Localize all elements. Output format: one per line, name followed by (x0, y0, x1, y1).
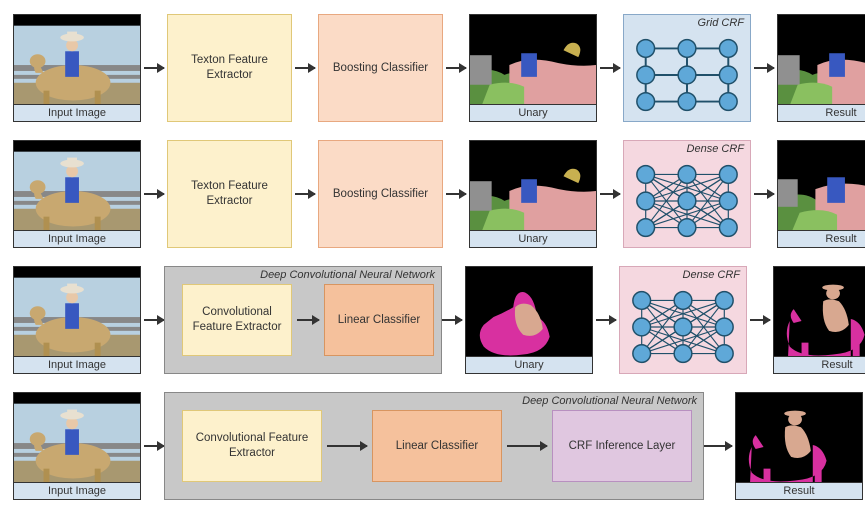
dcnn-wrapper: Deep Convolutional Neural Network Convol… (164, 266, 442, 374)
result-image: Result (735, 392, 863, 500)
result-image: Result (777, 140, 865, 248)
input-image: Input Image (13, 14, 141, 122)
arrow-icon (297, 319, 319, 321)
boosting-block: Boosting Classifier (318, 14, 443, 122)
result-caption: Result (774, 356, 865, 373)
crf-label: Dense CRF (687, 143, 744, 155)
arrow-icon (507, 445, 547, 447)
result-image: Result (773, 266, 865, 374)
arrow-icon (144, 445, 164, 447)
input-caption: Input Image (14, 482, 140, 499)
arrow-icon (295, 67, 315, 69)
dcnn-label: Deep Convolutional Neural Network (260, 269, 435, 281)
arrow-icon (144, 67, 164, 69)
arrow-icon (750, 319, 770, 321)
crf-label: Grid CRF (698, 17, 744, 29)
result-caption: Result (778, 230, 865, 247)
texton-block: Texton Feature Extractor (167, 140, 292, 248)
arrow-icon (754, 67, 774, 69)
input-caption: Input Image (14, 356, 140, 373)
arrow-icon (327, 445, 367, 447)
crf-layer-block: CRF Inference Layer (552, 410, 692, 482)
conv-block: Convolutional Feature Extractor (182, 410, 322, 482)
boosting-block: Boosting Classifier (318, 140, 443, 248)
arrow-icon (446, 193, 466, 195)
arrow-icon (295, 193, 315, 195)
input-image: Input Image (13, 392, 141, 500)
arrow-icon (446, 67, 466, 69)
arrow-icon (442, 319, 462, 321)
pipeline-row-4: Input Image Deep Convolutional Neural Ne… (10, 386, 855, 506)
input-image: Input Image (13, 266, 141, 374)
result-caption: Result (778, 104, 865, 121)
arrow-icon (600, 67, 620, 69)
unary-caption: Unary (470, 104, 596, 121)
input-caption: Input Image (14, 104, 140, 121)
conv-block: Convolutional Feature Extractor (182, 284, 292, 356)
pipeline-row-3: Input Image Deep Convolutional Neural Ne… (10, 260, 855, 380)
dcnn-label: Deep Convolutional Neural Network (522, 395, 697, 407)
unary-caption: Unary (470, 230, 596, 247)
pipeline-row-1: Input Image Texton Feature Extractor Boo… (10, 8, 855, 128)
linear-block: Linear Classifier (324, 284, 434, 356)
arrow-icon (144, 193, 164, 195)
pipeline-row-2: Input Image Texton Feature Extractor Boo… (10, 134, 855, 254)
arrow-icon (754, 193, 774, 195)
arrow-icon (704, 445, 732, 447)
unary-image: Unary (469, 140, 597, 248)
dcnn-full-wrapper: Deep Convolutional Neural Network Convol… (164, 392, 704, 500)
dense-crf-block: Dense CRF (619, 266, 747, 374)
arrow-icon (596, 319, 616, 321)
dense-crf-block: Dense CRF (623, 140, 751, 248)
linear-block: Linear Classifier (372, 410, 502, 482)
unary-caption: Unary (466, 356, 592, 373)
arrow-icon (144, 319, 164, 321)
result-caption: Result (736, 482, 862, 499)
grid-crf-block: Grid CRF (623, 14, 751, 122)
input-caption: Input Image (14, 230, 140, 247)
texton-block: Texton Feature Extractor (167, 14, 292, 122)
result-image: Result (777, 14, 865, 122)
unary-image: Unary (469, 14, 597, 122)
unary-image: Unary (465, 266, 593, 374)
input-image: Input Image (13, 140, 141, 248)
arrow-icon (600, 193, 620, 195)
crf-label: Dense CRF (683, 269, 740, 281)
